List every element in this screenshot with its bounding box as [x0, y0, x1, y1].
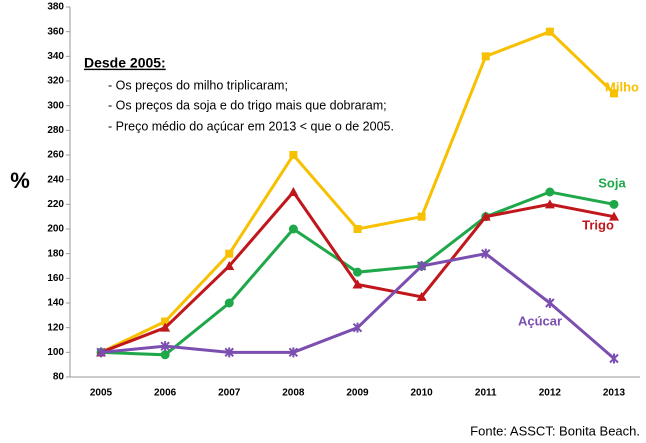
y-tick-label: 100	[47, 347, 64, 358]
annotation: - Os preços da soja e do trigo mais que …	[108, 98, 387, 112]
marker	[481, 52, 490, 61]
x-tick-label: 2007	[218, 388, 241, 399]
marker	[545, 187, 555, 197]
y-tick-label: 160	[47, 273, 64, 284]
marker	[224, 298, 234, 308]
marker	[416, 261, 427, 271]
marker	[480, 211, 491, 221]
y-tick-label: 180	[47, 248, 64, 259]
marker	[353, 267, 362, 277]
source: Fonte: ASSCT: Bonita Beach.	[470, 423, 640, 438]
marker	[224, 347, 234, 358]
marker	[352, 322, 363, 333]
marker	[609, 199, 619, 209]
marker	[544, 199, 555, 209]
y-tick-label: 140	[47, 298, 64, 309]
y-tick-label: 380	[47, 2, 64, 13]
marker	[160, 350, 170, 360]
marker	[288, 347, 299, 358]
marker	[288, 187, 299, 196]
annotation: - Preço médio do açúcar em 2013 < que o …	[108, 119, 394, 133]
marker	[417, 212, 426, 221]
y-tick-label: 200	[47, 224, 64, 235]
marker	[160, 341, 170, 352]
y-tick-label: 320	[47, 76, 64, 87]
y-tick-label: 260	[47, 150, 64, 161]
marker	[609, 211, 619, 221]
x-tick-label: 2012	[539, 388, 562, 399]
y-tick-label: 300	[47, 100, 64, 111]
marker	[353, 225, 362, 233]
x-tick-label: 2005	[90, 388, 113, 399]
y-tick-label: 240	[47, 174, 64, 185]
y-axis-label: %	[10, 168, 30, 193]
x-tick-label: 2008	[282, 388, 305, 399]
y-tick-label: 280	[47, 125, 64, 136]
y-tick-label: 220	[47, 199, 64, 210]
series-label: Trigo	[582, 217, 614, 232]
marker	[416, 291, 427, 301]
y-tick-label: 80	[53, 372, 65, 383]
marker	[289, 151, 298, 159]
x-tick-label: 2011	[475, 388, 497, 399]
marker	[481, 248, 491, 259]
marker	[610, 89, 618, 98]
annotation: - Os preços do milho triplicaram;	[108, 78, 288, 92]
x-tick-label: 2013	[603, 388, 626, 399]
y-tick-label: 360	[47, 26, 64, 37]
x-tick-label: 2009	[346, 388, 369, 399]
series-label: Açúcar	[518, 313, 562, 328]
marker	[545, 298, 555, 308]
marker	[161, 317, 170, 326]
marker	[288, 224, 298, 234]
marker	[352, 279, 363, 289]
marker	[609, 353, 619, 364]
marker	[160, 322, 171, 332]
series-label: Soja	[598, 175, 626, 190]
annotation-title: Desde 2005:	[84, 55, 166, 71]
marker	[224, 261, 235, 270]
marker	[225, 249, 234, 258]
x-tick-label: 2010	[411, 388, 434, 399]
y-tick-label: 340	[47, 51, 64, 62]
marker	[96, 347, 106, 358]
series-label: Milho	[605, 79, 639, 94]
marker	[545, 27, 554, 36]
y-tick-label: 120	[47, 322, 64, 333]
x-tick-label: 2006	[154, 388, 177, 399]
